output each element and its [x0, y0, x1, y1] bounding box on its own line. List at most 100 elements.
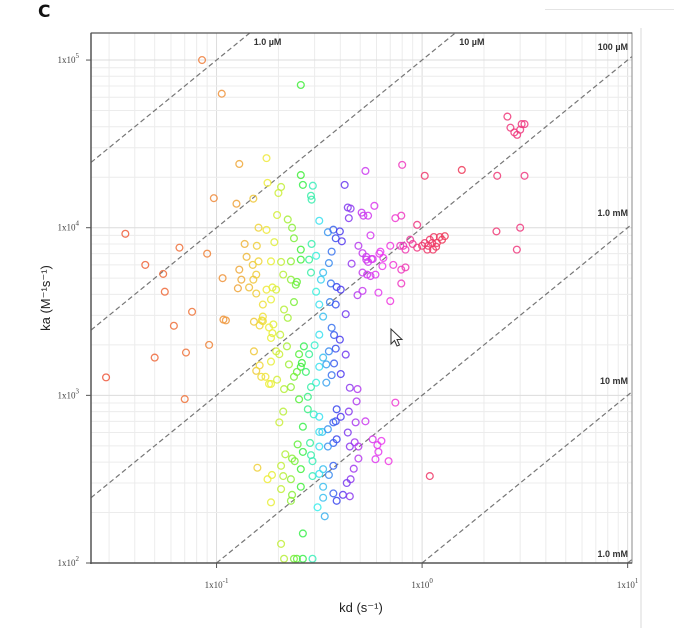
- data-point: [292, 277, 301, 286]
- data-point: [295, 395, 304, 404]
- data-point: [345, 383, 354, 392]
- data-point: [306, 268, 316, 277]
- data-point: [343, 428, 352, 437]
- data-point: [305, 255, 314, 264]
- data-point: [245, 283, 254, 292]
- data-point: [492, 227, 501, 236]
- data-point: [337, 237, 346, 246]
- data-point: [280, 385, 289, 394]
- data-point: [255, 321, 264, 330]
- data-point: [296, 362, 305, 371]
- data-point: [354, 454, 363, 463]
- data-point: [273, 210, 282, 220]
- data-point: [310, 341, 319, 350]
- x-axis-title: kd (s⁻¹): [339, 600, 383, 615]
- data-point: [377, 436, 386, 445]
- data-point: [280, 305, 289, 314]
- data-point: [264, 323, 274, 332]
- data-point: [322, 378, 331, 387]
- data-point: [298, 422, 307, 431]
- data-point: [319, 312, 328, 321]
- data-point: [341, 350, 350, 359]
- data-point: [249, 347, 258, 356]
- data-point: [332, 496, 341, 505]
- data-point: [378, 262, 387, 271]
- data-point: [398, 160, 407, 169]
- data-point: [266, 333, 276, 342]
- data-point: [520, 171, 529, 180]
- data-point: [141, 260, 150, 269]
- data-point: [181, 348, 191, 357]
- data-point: [326, 279, 335, 288]
- data-point: [324, 347, 333, 356]
- data-point: [283, 313, 292, 322]
- data-point: [188, 307, 197, 316]
- data-point: [335, 227, 344, 236]
- data-point: [288, 454, 297, 463]
- data-point: [258, 312, 267, 321]
- data-point: [315, 469, 324, 478]
- data-point: [299, 342, 308, 351]
- data-point: [397, 265, 406, 274]
- iso-affinity-label: 1.0 mM: [597, 208, 628, 218]
- data-points: [102, 56, 529, 563]
- data-point: [319, 268, 328, 277]
- data-point: [307, 239, 316, 248]
- frame-divider: [545, 9, 674, 10]
- iso-affinity-line: [216, 223, 633, 564]
- data-point: [358, 268, 367, 277]
- data-point: [305, 438, 315, 448]
- data-point: [316, 275, 325, 284]
- data-point: [283, 215, 292, 224]
- data-point: [371, 270, 380, 279]
- data-point: [374, 288, 383, 297]
- data-point: [420, 171, 429, 180]
- data-point: [277, 257, 286, 266]
- data-point: [290, 457, 299, 466]
- data-point: [298, 554, 307, 563]
- data-point: [429, 232, 438, 242]
- data-point: [286, 383, 295, 392]
- data-point: [359, 211, 368, 220]
- data-point: [102, 373, 111, 382]
- iso-affinity-label: 1.0 mM: [597, 549, 628, 559]
- data-point: [432, 242, 441, 251]
- data-point: [266, 498, 276, 507]
- data-point: [252, 270, 261, 279]
- iso-affinity-line: [90, 32, 251, 163]
- data-point: [296, 482, 305, 491]
- data-point: [323, 425, 332, 434]
- data-point: [330, 330, 339, 340]
- data-point: [413, 243, 422, 252]
- data-point: [312, 251, 321, 260]
- data-point: [413, 220, 422, 229]
- data-point: [327, 371, 336, 380]
- data-point: [315, 427, 324, 436]
- y-tick-label: 1x104: [58, 220, 80, 233]
- data-point: [257, 316, 266, 325]
- data-point: [517, 120, 526, 129]
- data-point: [364, 211, 373, 220]
- data-point: [329, 489, 338, 498]
- data-point: [313, 503, 322, 512]
- data-point: [276, 330, 285, 339]
- data-point: [308, 554, 317, 563]
- data-point: [351, 418, 360, 427]
- data-point: [159, 269, 168, 278]
- data-point: [322, 360, 331, 369]
- data-point: [258, 300, 267, 309]
- data-point: [327, 323, 336, 332]
- data-point: [312, 287, 321, 296]
- y-tick-label: 1x103: [58, 387, 80, 400]
- iso-affinity-line: [90, 32, 456, 331]
- data-point: [406, 235, 415, 244]
- data-point: [249, 194, 258, 203]
- data-point: [217, 89, 226, 98]
- data-point: [374, 447, 383, 456]
- data-point: [279, 270, 288, 279]
- data-point: [277, 461, 286, 470]
- data-point: [266, 357, 276, 366]
- data-point: [240, 239, 249, 248]
- data-point: [257, 372, 266, 381]
